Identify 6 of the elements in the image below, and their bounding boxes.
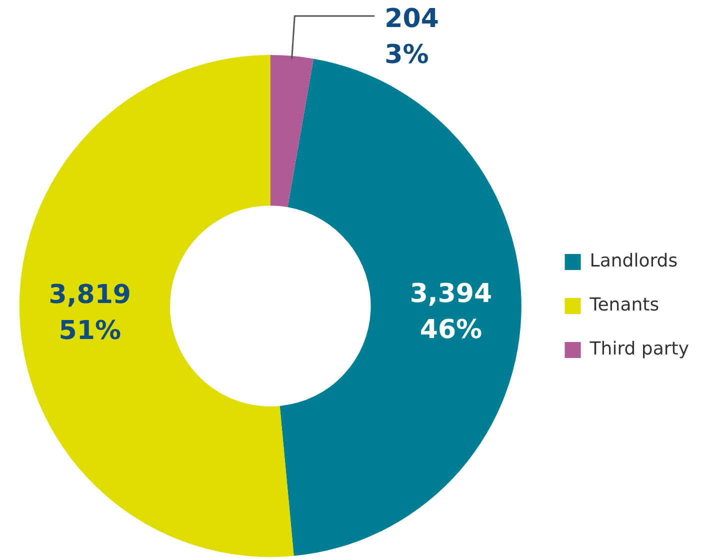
legend-label: Tenants [588,294,660,316]
data-label: 204 3% [384,4,439,70]
legend-label: Landlords [590,250,678,272]
data-label: 3,819 51% [48,280,132,346]
data-label: 3,394 46% [410,278,492,345]
legend-label: Third party [588,338,690,360]
